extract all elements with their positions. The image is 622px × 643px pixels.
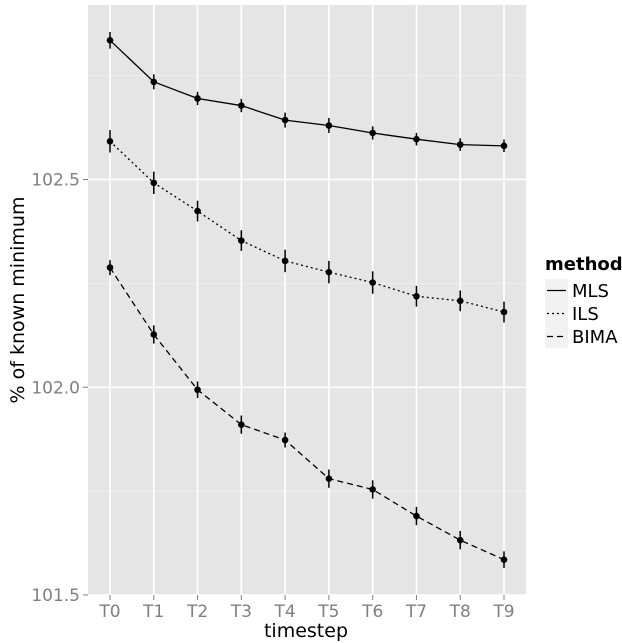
series-mls xyxy=(106,32,508,153)
x-axis: T0 T1 T2 T3 T4 T5 T6 T7 T8 T9 xyxy=(98,595,515,622)
x-tick-label: T4 xyxy=(274,602,296,622)
data-point xyxy=(150,179,158,187)
y-axis: 101.5 102.0 102.5 xyxy=(31,171,88,606)
data-point xyxy=(413,292,420,300)
data-point xyxy=(325,122,333,129)
x-tick-label: T3 xyxy=(230,602,252,622)
x-axis-title: timestep xyxy=(264,620,348,642)
x-tick-label: T7 xyxy=(405,602,427,622)
y-tick-label: 102.5 xyxy=(31,171,80,191)
data-point xyxy=(500,556,508,563)
data-point xyxy=(281,257,289,265)
x-tick-label: T5 xyxy=(317,602,339,622)
data-point xyxy=(194,386,201,394)
data-point xyxy=(194,207,201,215)
legend-label: ILS xyxy=(572,304,599,325)
x-tick-label: T8 xyxy=(449,602,471,622)
x-tick-label: T0 xyxy=(98,602,120,622)
y-axis-title: % of known minimum xyxy=(7,197,29,404)
series-bima xyxy=(106,260,508,568)
data-point xyxy=(106,137,114,145)
data-point xyxy=(106,37,114,44)
x-tick-label: T6 xyxy=(361,602,383,622)
data-point xyxy=(369,486,376,493)
data-point xyxy=(150,78,158,86)
data-point xyxy=(369,129,376,137)
data-point xyxy=(281,436,289,444)
data-point xyxy=(325,475,333,482)
data-point xyxy=(456,141,464,148)
legend-title: method xyxy=(545,254,622,275)
legend-key-bg xyxy=(545,302,568,325)
x-tick-label: T9 xyxy=(492,602,514,622)
data-point xyxy=(500,142,508,150)
legend-label: MLS xyxy=(572,281,609,302)
data-point xyxy=(456,536,464,544)
legend-label: BIMA xyxy=(572,327,618,348)
y-tick-label: 101.5 xyxy=(31,586,80,606)
data-point xyxy=(194,95,201,102)
data-point xyxy=(413,512,420,520)
data-point xyxy=(238,102,245,109)
series-ils xyxy=(106,130,508,323)
y-tick-label: 102.0 xyxy=(31,378,80,398)
legend-item-mls: MLS xyxy=(545,279,609,302)
data-point xyxy=(500,308,508,316)
legend-item-bima: BIMA xyxy=(545,325,618,348)
x-tick-label: T2 xyxy=(186,602,208,622)
data-point xyxy=(238,421,245,428)
data-point xyxy=(413,135,420,143)
minor-gridlines xyxy=(88,75,526,492)
series-layer xyxy=(106,32,508,568)
data-point xyxy=(325,268,333,276)
data-point xyxy=(106,264,114,271)
data-point xyxy=(150,331,158,338)
series-line xyxy=(109,140,505,313)
data-point xyxy=(281,116,289,124)
series-line xyxy=(109,267,505,561)
series-line xyxy=(109,39,505,147)
legend-item-ils: ILS xyxy=(545,302,599,325)
legend-key-bg xyxy=(545,325,568,348)
data-point xyxy=(456,297,464,305)
data-point xyxy=(238,237,245,244)
data-point xyxy=(369,279,376,286)
x-tick-label: T1 xyxy=(142,602,164,622)
